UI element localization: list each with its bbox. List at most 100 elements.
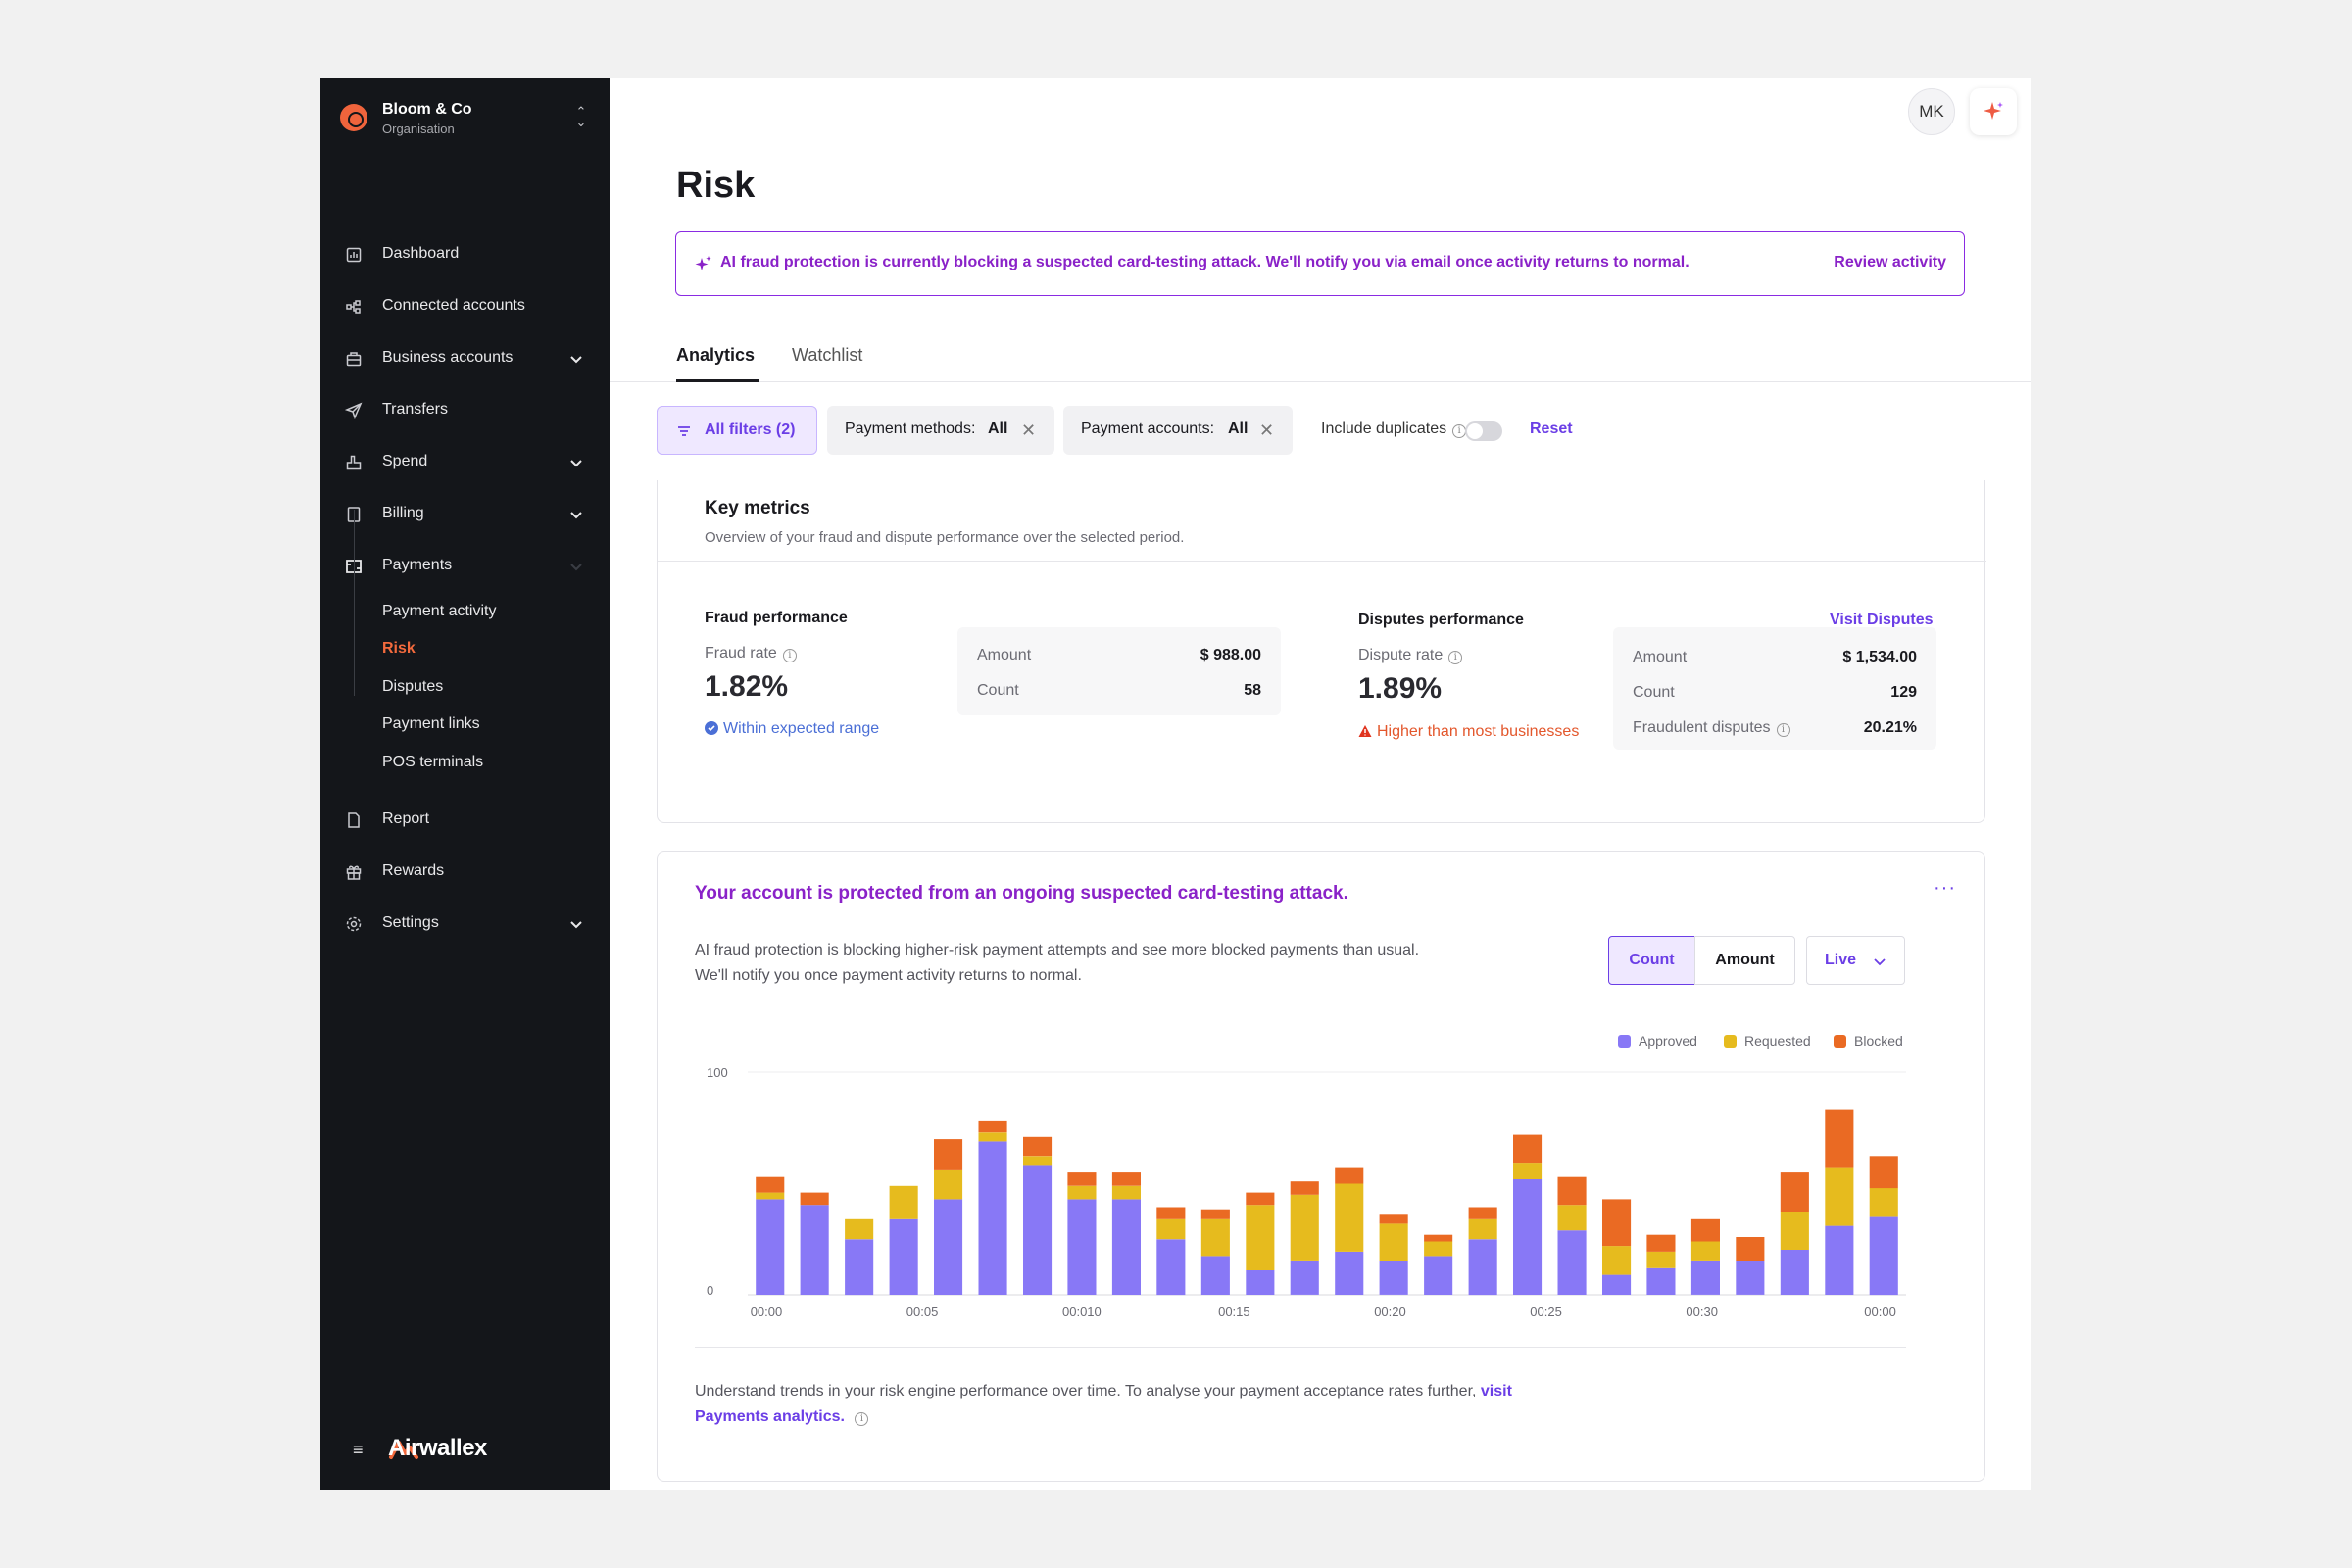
chevron-down-icon[interactable] xyxy=(567,506,585,523)
bar-requested xyxy=(756,1192,785,1200)
stat-label: Count xyxy=(977,682,1019,699)
count-toggle-button[interactable]: Count xyxy=(1608,936,1695,985)
stat-value: $ 1,534.00 xyxy=(1842,649,1917,665)
stat-value: 129 xyxy=(1890,684,1917,701)
sidebar-subitem-payment-activity[interactable]: Payment activity xyxy=(382,603,497,619)
tab-analytics[interactable]: Analytics xyxy=(676,345,756,365)
payment-methods-label: Payment methods: xyxy=(845,420,976,437)
amount-toggle-button[interactable]: Amount xyxy=(1694,936,1795,985)
bar-approved xyxy=(1290,1260,1319,1295)
reset-filters-button[interactable]: Reset xyxy=(1530,420,1573,437)
dispute-rate-label: Dispute rate i xyxy=(1358,647,1463,664)
bar-requested xyxy=(934,1169,963,1200)
attack-desc-line: AI fraud protection is blocking higher-r… xyxy=(695,942,1420,958)
sidebar-item-business-accounts[interactable]: Business accounts xyxy=(320,339,610,378)
payment-methods-filter[interactable]: Payment methods: All ✕ xyxy=(827,406,1054,455)
brand-name: Airwallex xyxy=(388,1435,487,1461)
x-tick-label: 00:20 xyxy=(1374,1304,1406,1319)
bar-requested xyxy=(1513,1163,1543,1179)
dispute-rate-value: 1.89% xyxy=(1358,672,1443,705)
info-icon[interactable]: i xyxy=(1448,651,1463,664)
subnav-line xyxy=(354,510,355,696)
sidebar-subitem-payment-links[interactable]: Payment links xyxy=(382,715,480,732)
bar-requested xyxy=(1825,1167,1854,1226)
info-icon[interactable]: i xyxy=(855,1412,869,1426)
bar-blocked xyxy=(1156,1207,1186,1219)
close-icon[interactable]: ✕ xyxy=(1259,420,1275,440)
include-duplicates-text: Include duplicates xyxy=(1321,420,1447,437)
bar-approved xyxy=(1200,1256,1230,1295)
sidebar-item-connected-accounts[interactable]: Connected accounts xyxy=(320,287,610,326)
org-subtitle: Organisation xyxy=(382,122,455,136)
org-switcher[interactable]: Bloom & Co Organisation ⌃ ⌄ xyxy=(340,96,590,137)
bar-blocked xyxy=(1290,1181,1319,1195)
bar-approved xyxy=(845,1239,874,1296)
chevron-down-icon[interactable] xyxy=(567,454,585,471)
time-range-select[interactable]: Live xyxy=(1806,936,1905,985)
sidebar-item-payments[interactable]: Payments xyxy=(320,547,610,586)
sparkle-icon xyxy=(1984,102,2003,120)
sidebar-item-spend[interactable]: Spend xyxy=(320,443,610,482)
info-icon[interactable]: i xyxy=(1776,723,1790,737)
avatar[interactable]: MK xyxy=(1908,88,1955,135)
legend-label: Blocked xyxy=(1854,1033,1903,1049)
bar-blocked xyxy=(1557,1176,1587,1206)
legend-label: Requested xyxy=(1744,1033,1811,1049)
chevron-down-icon[interactable] xyxy=(567,558,585,575)
x-tick-label: 00:15 xyxy=(1218,1304,1250,1319)
attack-card-description: AI fraud protection is blocking higher-r… xyxy=(695,938,1577,989)
more-options-icon[interactable]: ··· xyxy=(1934,877,1956,899)
bar-requested xyxy=(1379,1223,1408,1261)
sidebar-item-label: Settings xyxy=(382,914,439,931)
all-filters-label: All filters (2) xyxy=(705,421,796,438)
bar-approved xyxy=(889,1218,918,1295)
bar-blocked xyxy=(978,1120,1007,1133)
ai-assistant-button[interactable] xyxy=(1970,88,2017,135)
chevron-down-icon[interactable] xyxy=(567,915,585,933)
payment-accounts-filter[interactable]: Payment accounts: All ✕ xyxy=(1063,406,1293,455)
stat-label: Fraudulent disputes i xyxy=(1633,719,1790,737)
page-title: Risk xyxy=(676,165,756,206)
bar-blocked xyxy=(1246,1192,1275,1206)
visit-disputes-link[interactable]: Visit Disputes xyxy=(1830,612,1934,628)
chart-legend: Approved Requested Blocked xyxy=(1618,1033,1907,1053)
review-activity-link[interactable]: Review activity xyxy=(1834,254,1946,270)
sidebar-item-dashboard[interactable]: Dashboard xyxy=(320,235,610,274)
tab-watchlist[interactable]: Watchlist xyxy=(792,345,863,365)
bar-approved xyxy=(1111,1199,1141,1295)
all-filters-button[interactable]: All filters (2) xyxy=(657,406,817,455)
menu-icon[interactable]: ≡ xyxy=(353,1440,364,1459)
sidebar-item-label: Rewards xyxy=(382,862,445,879)
info-icon[interactable]: i xyxy=(782,649,797,662)
disputes-stats-box: Amount $ 1,534.00 Count 129 Fraudulent dis… xyxy=(1613,627,1936,750)
settings-icon xyxy=(345,915,363,933)
sidebar-subitem-pos-terminals[interactable]: POS terminals xyxy=(382,754,484,770)
switch-org-icon[interactable]: ⌃ ⌄ xyxy=(575,104,587,129)
sidebar-item-settings[interactable]: Settings xyxy=(320,905,610,944)
legend-blocked: Blocked xyxy=(1834,1033,1903,1049)
bar-blocked xyxy=(1513,1134,1543,1164)
bar-approved xyxy=(1825,1225,1854,1295)
payment-accounts-label: Payment accounts: xyxy=(1081,420,1215,437)
tab-bar: Analytics Watchlist xyxy=(610,333,2031,382)
bar-blocked xyxy=(1602,1199,1632,1247)
fraud-rate-label: Fraud rate i xyxy=(705,645,797,662)
include-duplicates-toggle[interactable] xyxy=(1465,421,1502,441)
bar-blocked xyxy=(1646,1234,1676,1252)
payments-analytics-link[interactable]: visit Payments analytics. xyxy=(695,1383,1512,1425)
x-tick-label: 00:05 xyxy=(906,1304,939,1319)
bar-requested xyxy=(1690,1241,1720,1261)
chevron-down-icon[interactable] xyxy=(567,350,585,368)
sidebar-subitem-disputes[interactable]: Disputes xyxy=(382,678,444,695)
sidebar-item-report[interactable]: Report xyxy=(320,801,610,840)
sidebar-item-transfers[interactable]: Transfers xyxy=(320,391,610,430)
sidebar-item-billing[interactable]: Billing xyxy=(320,495,610,534)
payment-accounts-value: All xyxy=(1228,420,1249,437)
bar-blocked xyxy=(934,1139,963,1170)
close-icon[interactable]: ✕ xyxy=(1021,420,1037,440)
sidebar-subitem-risk[interactable]: Risk xyxy=(382,640,416,657)
sidebar-item-label: Payments xyxy=(382,557,453,573)
sidebar-item-rewards[interactable]: Rewards xyxy=(320,853,610,892)
stat-label: Amount xyxy=(977,647,1032,663)
info-icon[interactable]: i xyxy=(1452,424,1467,438)
